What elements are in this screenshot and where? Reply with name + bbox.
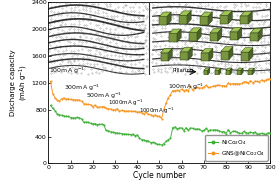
Polygon shape (208, 12, 212, 25)
Polygon shape (226, 68, 232, 70)
Polygon shape (208, 68, 210, 75)
Polygon shape (248, 70, 252, 75)
Polygon shape (197, 28, 201, 41)
Polygon shape (179, 15, 187, 24)
Polygon shape (188, 47, 192, 60)
Polygon shape (241, 48, 253, 52)
Text: Pillaring: Pillaring (173, 68, 194, 73)
Polygon shape (237, 68, 243, 70)
Polygon shape (240, 16, 248, 24)
Polygon shape (160, 12, 171, 16)
Polygon shape (204, 68, 210, 70)
Polygon shape (189, 32, 197, 41)
Polygon shape (215, 68, 221, 70)
Text: 100mA g$^{-1}$: 100mA g$^{-1}$ (49, 66, 86, 77)
Polygon shape (189, 28, 201, 32)
Polygon shape (201, 48, 213, 53)
Polygon shape (228, 11, 232, 24)
Text: 300mA g$^{-1}$: 300mA g$^{-1}$ (64, 83, 100, 93)
Polygon shape (179, 11, 191, 15)
Polygon shape (230, 68, 232, 75)
Polygon shape (230, 27, 242, 32)
Text: 100mA g$^{-1}$: 100mA g$^{-1}$ (168, 82, 205, 92)
Polygon shape (169, 29, 181, 33)
Polygon shape (187, 11, 191, 24)
Polygon shape (201, 53, 209, 61)
Polygon shape (215, 70, 219, 75)
Polygon shape (240, 11, 252, 16)
Text: 1000mA g$^{-1}$: 1000mA g$^{-1}$ (139, 105, 175, 116)
Polygon shape (219, 68, 221, 75)
Polygon shape (209, 48, 213, 61)
Polygon shape (252, 68, 254, 75)
Polygon shape (248, 11, 252, 24)
Polygon shape (210, 33, 218, 41)
Polygon shape (241, 68, 243, 75)
Polygon shape (218, 28, 222, 41)
Polygon shape (210, 28, 222, 33)
Polygon shape (221, 51, 229, 60)
Polygon shape (249, 48, 253, 61)
Polygon shape (200, 12, 212, 16)
Text: 1000mA g$^{-1}$: 1000mA g$^{-1}$ (108, 97, 144, 108)
Polygon shape (237, 70, 241, 75)
Legend: NiCo$_2$O$_4$, GNS@NiCo$_2$O$_4$: NiCo$_2$O$_4$, GNS@NiCo$_2$O$_4$ (205, 135, 267, 161)
Polygon shape (251, 33, 258, 41)
Polygon shape (221, 47, 233, 51)
Polygon shape (168, 48, 172, 61)
Text: 500mA g$^{-1}$: 500mA g$^{-1}$ (86, 91, 123, 101)
Polygon shape (248, 68, 254, 70)
Polygon shape (160, 16, 167, 25)
Polygon shape (169, 33, 177, 42)
Y-axis label: Discharge capacity
(mAh g$^{-1}$): Discharge capacity (mAh g$^{-1}$) (10, 49, 30, 116)
Polygon shape (181, 52, 188, 60)
Polygon shape (238, 27, 242, 40)
Polygon shape (200, 16, 208, 25)
Polygon shape (181, 47, 192, 52)
X-axis label: Cycle number: Cycle number (133, 171, 186, 180)
Polygon shape (241, 52, 249, 61)
Polygon shape (204, 70, 208, 75)
Polygon shape (251, 28, 262, 33)
Polygon shape (230, 32, 238, 40)
Polygon shape (161, 48, 172, 53)
Polygon shape (229, 47, 233, 60)
Polygon shape (226, 70, 230, 75)
Polygon shape (258, 28, 262, 41)
Polygon shape (221, 11, 232, 15)
Polygon shape (167, 12, 171, 25)
Polygon shape (177, 29, 181, 42)
Polygon shape (221, 15, 228, 24)
Polygon shape (161, 53, 168, 61)
